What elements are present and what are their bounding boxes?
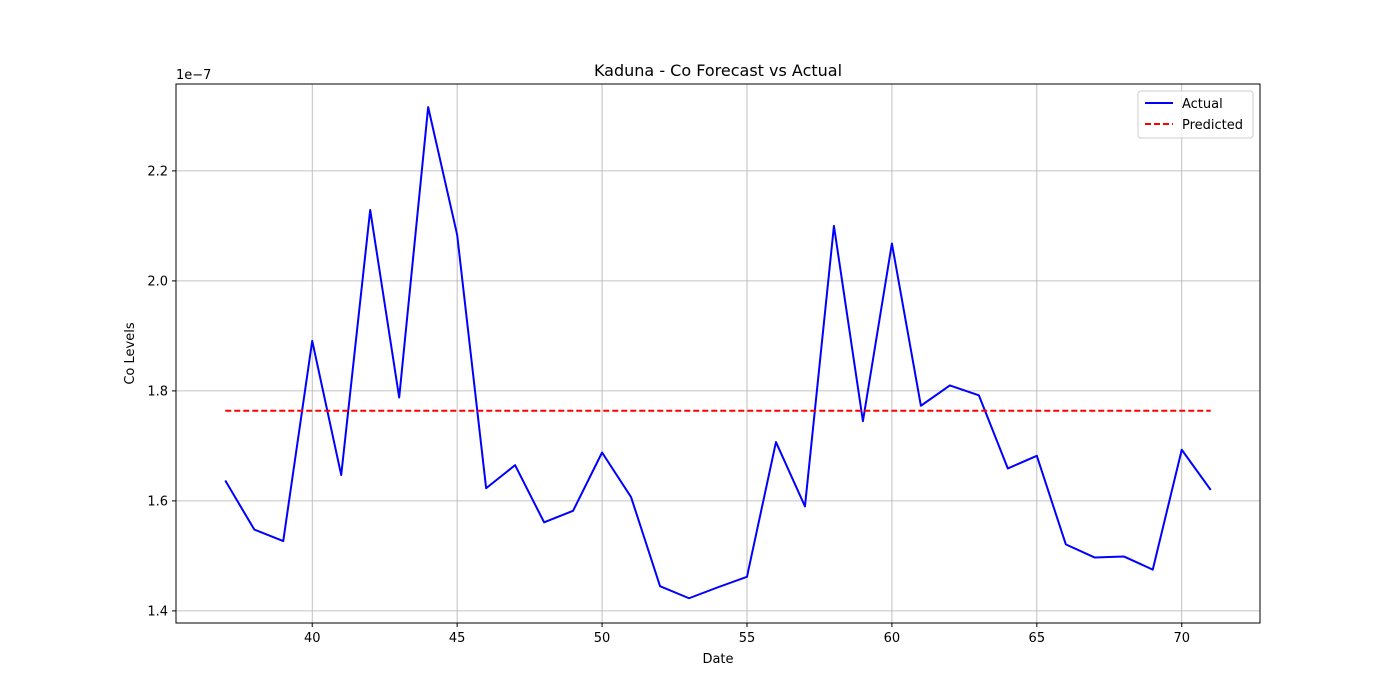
series-line-actual [224,106,1212,600]
legend-actual-label: Actual [1182,97,1223,112]
x-tick-label: 65 [1029,631,1046,646]
x-tick-label: 55 [739,631,756,646]
plot-frame [175,83,1261,624]
legend: Actual Predicted [1137,90,1254,139]
y-tick-label: 1.6 [147,494,168,509]
y-tick-label: 2.0 [147,274,168,289]
y-tick-label: 2.2 [147,164,168,179]
y-tick-label: 1.8 [147,384,168,399]
series-layer [224,106,1212,600]
y-tick-label: 1.4 [147,604,168,619]
chart-title: Kaduna - Co Forecast vs Actual [594,61,842,80]
x-axis-label: Date [702,652,733,667]
y-axis-offset-label: 1e−7 [176,68,211,83]
x-tick-label: 50 [594,631,611,646]
x-tick-label: 40 [304,631,321,646]
y-axis-label: Co Levels [123,322,138,384]
x-tick-label: 70 [1173,631,1190,646]
ticks: 40 45 50 55 60 65 70 1.4 1.6 1.8 2.0 2.2 [147,164,1190,646]
x-tick-label: 45 [449,631,466,646]
grid [176,84,1260,623]
x-tick-label: 60 [884,631,901,646]
legend-predicted-label: Predicted [1182,118,1243,133]
